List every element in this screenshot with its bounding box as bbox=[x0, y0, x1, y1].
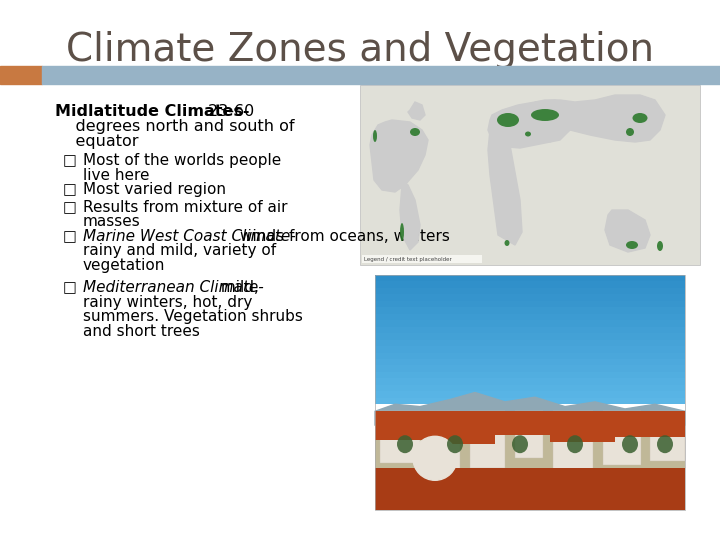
Bar bbox=[375, 288, 685, 294]
Ellipse shape bbox=[373, 130, 377, 142]
Bar bbox=[375, 275, 685, 510]
Ellipse shape bbox=[531, 109, 559, 121]
Bar bbox=[375, 411, 445, 440]
Bar bbox=[0, 66, 42, 84]
Text: masses: masses bbox=[83, 214, 140, 230]
Bar bbox=[553, 411, 593, 472]
Bar bbox=[603, 411, 641, 465]
Ellipse shape bbox=[626, 241, 638, 249]
Bar bbox=[375, 411, 685, 510]
Bar bbox=[362, 255, 482, 263]
Bar bbox=[360, 85, 700, 265]
Bar bbox=[375, 468, 685, 510]
Text: equator: equator bbox=[55, 134, 138, 149]
Bar bbox=[375, 307, 685, 314]
Text: mild,: mild, bbox=[216, 280, 259, 295]
Text: Mediterranean Climate-: Mediterranean Climate- bbox=[83, 280, 264, 295]
Text: Midlatitude Climates-: Midlatitude Climates- bbox=[55, 104, 250, 119]
Polygon shape bbox=[605, 210, 650, 252]
Bar bbox=[375, 320, 685, 327]
Polygon shape bbox=[488, 100, 575, 148]
Text: □: □ bbox=[63, 153, 77, 168]
Ellipse shape bbox=[622, 435, 638, 453]
Bar bbox=[375, 385, 685, 392]
Bar bbox=[493, 411, 553, 435]
Text: Most varied region: Most varied region bbox=[83, 182, 226, 197]
Bar bbox=[375, 398, 685, 404]
Ellipse shape bbox=[512, 435, 528, 453]
Text: Legend / credit text placeholder: Legend / credit text placeholder bbox=[364, 256, 451, 261]
Text: summers. Vegetation shrubs: summers. Vegetation shrubs bbox=[83, 309, 303, 324]
Text: Marine West Coast Climate-: Marine West Coast Climate- bbox=[83, 229, 296, 244]
Bar bbox=[375, 359, 685, 366]
Ellipse shape bbox=[657, 435, 673, 453]
Ellipse shape bbox=[505, 240, 510, 246]
Text: winds from oceans, winters: winds from oceans, winters bbox=[240, 229, 450, 244]
Text: □: □ bbox=[63, 280, 77, 295]
Text: □: □ bbox=[63, 200, 77, 215]
Ellipse shape bbox=[397, 435, 413, 453]
Bar bbox=[375, 314, 685, 320]
Ellipse shape bbox=[400, 223, 404, 241]
Text: and short trees: and short trees bbox=[83, 323, 200, 339]
Text: Results from mixture of air: Results from mixture of air bbox=[83, 200, 287, 215]
Bar bbox=[430, 411, 460, 475]
Text: □: □ bbox=[63, 229, 77, 244]
Bar bbox=[375, 372, 685, 379]
Bar bbox=[375, 294, 685, 301]
Text: degrees north and south of: degrees north and south of bbox=[55, 119, 294, 134]
Ellipse shape bbox=[632, 113, 647, 123]
Bar bbox=[515, 411, 543, 458]
Text: rainy winters, hot, dry: rainy winters, hot, dry bbox=[83, 294, 253, 309]
Bar bbox=[375, 346, 685, 353]
Bar bbox=[375, 301, 685, 307]
Text: Climate Zones and Vegetation: Climate Zones and Vegetation bbox=[66, 31, 654, 69]
Ellipse shape bbox=[567, 435, 583, 453]
Bar bbox=[375, 327, 685, 333]
Bar bbox=[375, 366, 685, 372]
Ellipse shape bbox=[410, 128, 420, 136]
Ellipse shape bbox=[626, 128, 634, 136]
Polygon shape bbox=[535, 95, 665, 142]
Ellipse shape bbox=[657, 241, 663, 251]
Bar bbox=[375, 281, 685, 288]
Polygon shape bbox=[400, 182, 420, 250]
Bar bbox=[380, 411, 420, 463]
Circle shape bbox=[413, 436, 457, 480]
Text: □: □ bbox=[63, 182, 77, 197]
Text: rainy and mild, variety of: rainy and mild, variety of bbox=[83, 244, 276, 259]
Polygon shape bbox=[408, 102, 425, 120]
Text: live here: live here bbox=[83, 167, 150, 183]
Text: vegetation: vegetation bbox=[83, 258, 166, 273]
Bar bbox=[375, 392, 685, 398]
Ellipse shape bbox=[497, 113, 519, 127]
Ellipse shape bbox=[525, 132, 531, 137]
Bar bbox=[375, 340, 685, 346]
Bar bbox=[550, 411, 615, 442]
Ellipse shape bbox=[447, 435, 463, 453]
Text: Most of the worlds people: Most of the worlds people bbox=[83, 153, 282, 168]
Bar bbox=[375, 353, 685, 359]
Bar bbox=[375, 379, 685, 385]
Bar bbox=[650, 411, 685, 461]
Bar bbox=[375, 333, 685, 340]
Polygon shape bbox=[488, 130, 522, 245]
Polygon shape bbox=[375, 393, 685, 426]
Bar bbox=[375, 275, 685, 281]
Bar bbox=[615, 411, 685, 437]
Bar bbox=[470, 411, 505, 468]
Polygon shape bbox=[370, 120, 428, 192]
Bar bbox=[375, 411, 685, 426]
Bar bbox=[440, 411, 495, 444]
Text: 23-60: 23-60 bbox=[203, 104, 254, 119]
Bar bbox=[42, 66, 720, 84]
